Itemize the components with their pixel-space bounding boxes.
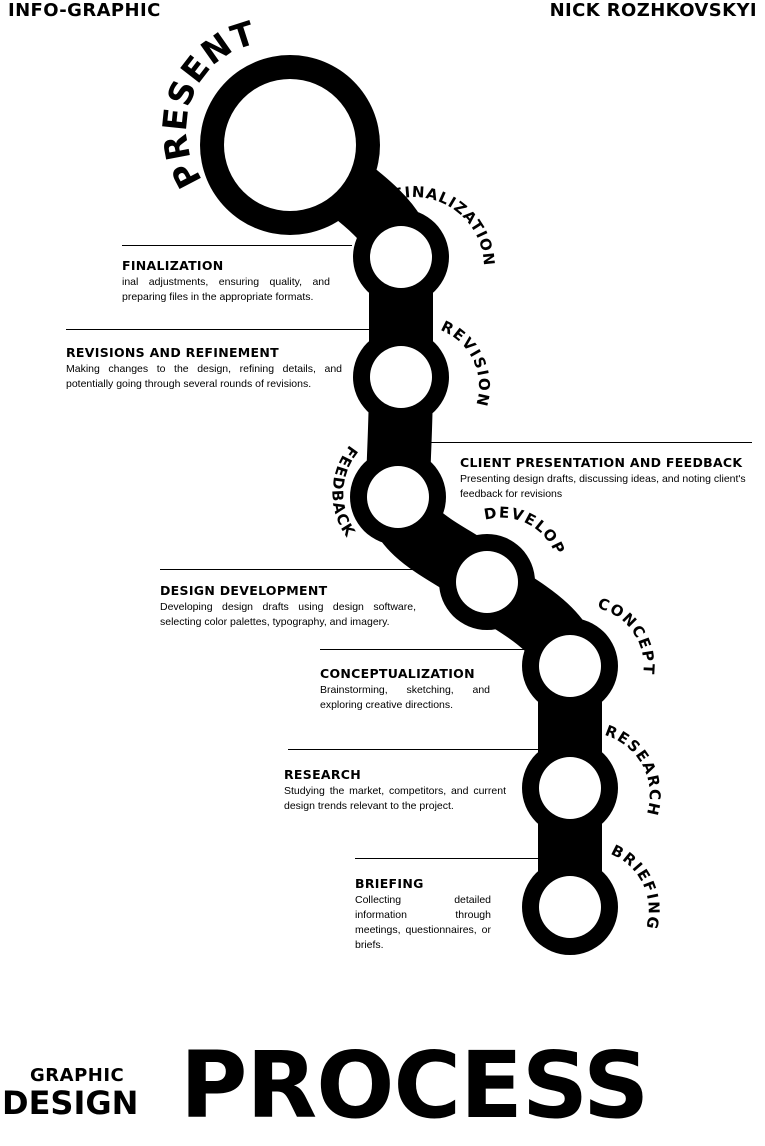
step-description: Brainstorming, sketching, and exploring … bbox=[320, 684, 490, 711]
node-finalization bbox=[353, 209, 449, 305]
header-left-label: INFO-GRAPHIC bbox=[8, 0, 161, 21]
rule-design-development bbox=[160, 569, 450, 570]
rule-conceptualization bbox=[320, 649, 540, 650]
step-finalization: FINALIZATION inal adjustments, ensuring … bbox=[122, 258, 330, 305]
step-title: CONCEPTUALIZATION bbox=[320, 666, 475, 681]
step-title: DESIGN DEVELOPMENT bbox=[160, 583, 328, 598]
step-description: Making changes to the design, refining d… bbox=[66, 363, 342, 390]
node-develop bbox=[439, 534, 535, 630]
step-conceptualization: CONCEPTUALIZATION Brainstorming, sketchi… bbox=[320, 666, 490, 713]
step-title: BRIEFING bbox=[355, 876, 424, 891]
footer-graphic-label: GRAPHIC bbox=[30, 1065, 125, 1086]
rule-briefing bbox=[355, 858, 545, 859]
step-revisions: REVISIONS AND REFINEMENT Making changes … bbox=[66, 345, 342, 392]
step-research: RESEARCH Studying the market, competitor… bbox=[284, 767, 506, 814]
present-node bbox=[200, 55, 380, 235]
footer-process-title: PROCESS bbox=[180, 1032, 649, 1139]
header-right-label: NICK ROZHKOVSKYI bbox=[549, 0, 757, 21]
step-description: Presenting design drafts, discussing ide… bbox=[460, 473, 746, 500]
step-briefing: BRIEFING Collecting detailed information… bbox=[355, 876, 491, 953]
node-briefing bbox=[522, 859, 618, 955]
footer-design-label: DESIGN bbox=[2, 1084, 139, 1122]
step-client-feedback: CLIENT PRESENTATION AND FEEDBACK Present… bbox=[460, 455, 752, 502]
node-revision bbox=[353, 329, 449, 425]
step-title: FINALIZATION bbox=[122, 258, 224, 273]
step-description: inal adjustments, ensuring quality, and … bbox=[122, 276, 330, 303]
rule-client-feedback bbox=[426, 442, 752, 443]
step-description: Studying the market, competitors, and cu… bbox=[284, 785, 506, 812]
node-feedback bbox=[350, 449, 446, 545]
step-design-development: DESIGN DEVELOPMENT Developing design dra… bbox=[160, 583, 416, 630]
rule-finalization bbox=[122, 245, 352, 246]
step-title: REVISIONS AND REFINEMENT bbox=[66, 345, 279, 360]
rule-revisions bbox=[66, 329, 376, 330]
node-concept bbox=[522, 618, 618, 714]
step-title: RESEARCH bbox=[284, 767, 362, 782]
rule-research bbox=[288, 749, 538, 750]
step-title: CLIENT PRESENTATION AND FEEDBACK bbox=[460, 455, 743, 470]
node-research bbox=[522, 740, 618, 836]
step-description: Collecting detailed information through … bbox=[355, 894, 491, 951]
step-description: Developing design drafts using design so… bbox=[160, 601, 416, 628]
